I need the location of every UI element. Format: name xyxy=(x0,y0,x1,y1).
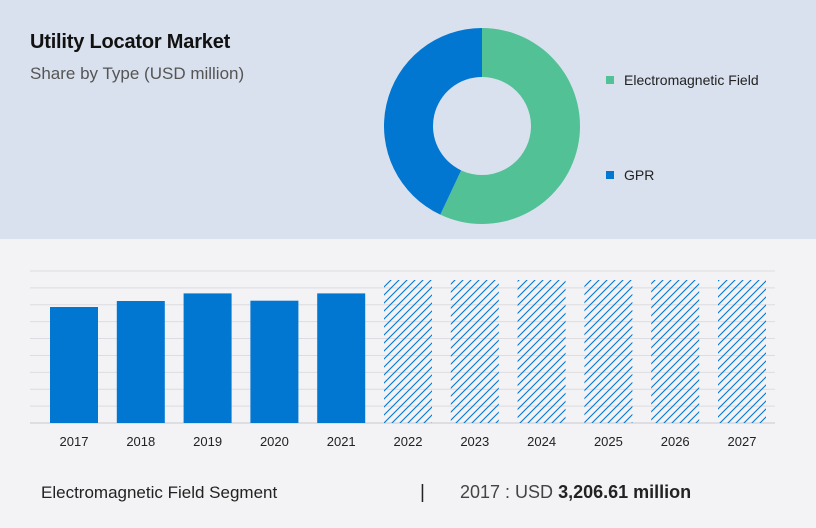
x-tick-label-2022: 2022 xyxy=(394,434,423,449)
forecast-bar-2023 xyxy=(450,280,499,423)
x-tick-label-2020: 2020 xyxy=(260,434,289,449)
footer-value: 3,206.61 million xyxy=(558,482,692,502)
donut-slice-electromagnetic-field xyxy=(440,28,580,224)
bar-2021 xyxy=(317,293,366,423)
bar-2020 xyxy=(250,300,299,423)
x-tick-label-2023: 2023 xyxy=(460,434,489,449)
bar-chart: 2017 2018 2019 2020 2021 2022 2023 2024 2025 2026… xyxy=(30,270,775,449)
x-tick-label-2018: 2018 xyxy=(126,434,155,449)
legend-swatch-electromagnetic xyxy=(606,76,614,84)
legend-label-electromagnetic: Electromagnetic Field xyxy=(624,72,759,88)
chart-subtitle: Share by Type (USD million) xyxy=(30,64,245,83)
chart-title: Utility Locator Market xyxy=(30,31,231,53)
forecast-bar-2026 xyxy=(651,280,700,423)
forecast-bar-2025 xyxy=(584,280,633,423)
x-tick-label-2021: 2021 xyxy=(327,434,356,449)
legend-item-gpr: GPR xyxy=(606,167,654,183)
footer-separator: | xyxy=(420,482,425,503)
footer-segment-label: Electromagnetic Field Segment xyxy=(41,483,278,502)
footer-value-text: 2017 : USD 3,206.61 million xyxy=(460,482,691,503)
legend-swatch-gpr xyxy=(606,171,614,179)
forecast-bar-2024 xyxy=(517,280,566,423)
donut-slice-gpr xyxy=(384,28,482,215)
forecast-bar-2022 xyxy=(384,280,432,423)
legend-label-gpr: GPR xyxy=(624,167,655,183)
x-tick-label-2025: 2025 xyxy=(594,434,623,449)
bar-2017 xyxy=(50,307,98,423)
forecast-bar-2027 xyxy=(718,280,766,423)
legend-item-electromagnetic: Electromagnetic Field xyxy=(606,72,759,88)
x-tick-label-2027: 2027 xyxy=(728,434,757,449)
x-tick-label-2019: 2019 xyxy=(193,434,222,449)
x-tick-label-2017: 2017 xyxy=(60,434,89,449)
x-tick-label-2024: 2024 xyxy=(527,434,556,449)
footer-year-prefix: 2017 : USD xyxy=(460,482,554,502)
bar-2018 xyxy=(116,301,165,423)
bar-2019 xyxy=(183,293,232,423)
x-tick-label-2026: 2026 xyxy=(661,434,690,449)
donut-chart xyxy=(384,28,580,224)
